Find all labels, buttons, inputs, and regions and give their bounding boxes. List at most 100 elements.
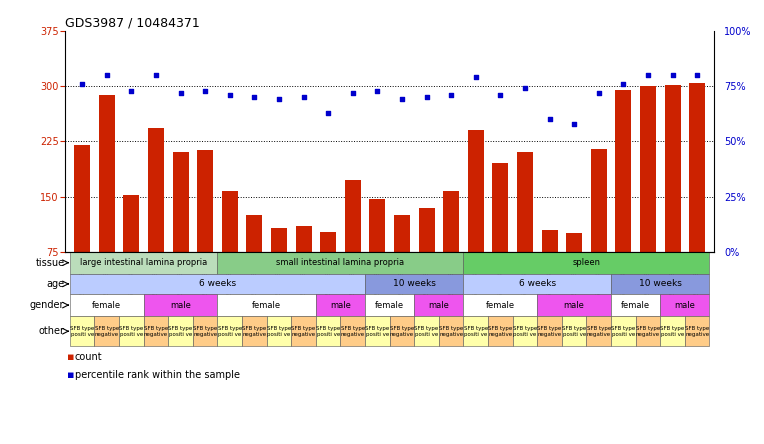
Point [224,91,236,99]
Bar [513,316,537,346]
Bar [144,316,168,346]
Bar [468,131,484,252]
Text: SFB type
negative: SFB type negative [488,326,513,337]
Text: SFB type
negative: SFB type negative [685,326,709,337]
Bar [296,226,312,252]
Point [691,71,703,79]
Bar [640,86,656,252]
Bar [365,294,414,316]
Point [666,71,678,79]
Bar [148,128,164,252]
Text: female: female [375,301,404,309]
Bar [218,252,464,274]
Text: SFB type
negative: SFB type negative [537,326,562,337]
Bar [70,274,365,294]
Bar [74,145,90,252]
Text: SFB type
negative: SFB type negative [587,326,611,337]
Bar [443,191,459,252]
Point [642,71,654,79]
Text: SFB type
negative: SFB type negative [95,326,119,337]
Point [273,96,285,103]
Bar [414,316,439,346]
Text: male: male [170,301,191,309]
Bar [218,316,242,346]
Text: SFB type
positi ve: SFB type positi ve [218,326,242,337]
Text: GDS3987 / 10484371: GDS3987 / 10484371 [65,17,199,30]
Bar [488,316,513,346]
Bar [119,316,144,346]
Point [543,116,555,123]
Bar [566,233,582,252]
Bar [271,228,287,252]
Bar [591,149,607,252]
Point [519,85,531,92]
Bar [517,152,533,252]
Bar [341,316,365,346]
Text: 10 weeks: 10 weeks [393,279,435,289]
Bar [242,316,267,346]
Point [322,109,335,116]
Bar [464,274,611,294]
Text: female: female [252,301,281,309]
Bar [394,215,410,252]
Bar [537,294,611,316]
Bar [345,180,361,252]
Point [568,120,580,127]
Point [396,96,408,103]
Text: SFB type
positi ve: SFB type positi ve [168,326,193,337]
Bar [369,199,385,252]
Bar [218,294,316,316]
Bar [685,316,710,346]
Text: 6 weeks: 6 weeks [519,279,555,289]
Point [101,71,113,79]
Bar [70,294,144,316]
Bar [193,316,218,346]
Text: SFB type
negative: SFB type negative [242,326,267,337]
Point [420,94,432,101]
Bar [316,294,365,316]
Text: ▪: ▪ [67,370,75,380]
Bar [246,215,262,252]
Bar [365,316,390,346]
Text: large intestinal lamina propria: large intestinal lamina propria [80,258,207,267]
Text: count: count [75,353,102,362]
Text: 6 weeks: 6 weeks [199,279,236,289]
Point [199,87,212,94]
Bar [537,316,562,346]
Bar [173,152,189,252]
Bar [291,316,316,346]
Point [248,94,261,101]
Text: SFB type
positi ve: SFB type positi ve [660,326,685,337]
Text: SFB type
positi ve: SFB type positi ve [267,326,291,337]
Bar [99,95,115,252]
Bar [123,195,139,252]
Bar [222,191,238,252]
Text: female: female [486,301,515,309]
Bar [144,294,218,316]
Text: SFB type
negative: SFB type negative [390,326,414,337]
Bar [267,316,291,346]
Bar [197,150,213,252]
Bar [320,232,336,252]
Bar [95,316,119,346]
Text: tissue: tissue [35,258,64,268]
Text: SFB type
positi ve: SFB type positi ve [414,326,439,337]
Point [494,91,507,99]
Text: male: male [429,301,449,309]
Bar [464,316,488,346]
Bar [611,294,660,316]
Text: SFB type
positi ve: SFB type positi ve [513,326,537,337]
Point [174,89,186,96]
Text: male: male [675,301,695,309]
Point [125,87,138,94]
Bar [665,85,681,252]
Point [617,80,630,87]
Bar [365,274,464,294]
Bar [636,316,660,346]
Text: SFB type
negative: SFB type negative [144,326,168,337]
Text: SFB type
negative: SFB type negative [291,326,316,337]
Bar [562,316,587,346]
Point [470,74,482,81]
Point [347,89,359,96]
Text: SFB type
positi ve: SFB type positi ve [464,326,488,337]
